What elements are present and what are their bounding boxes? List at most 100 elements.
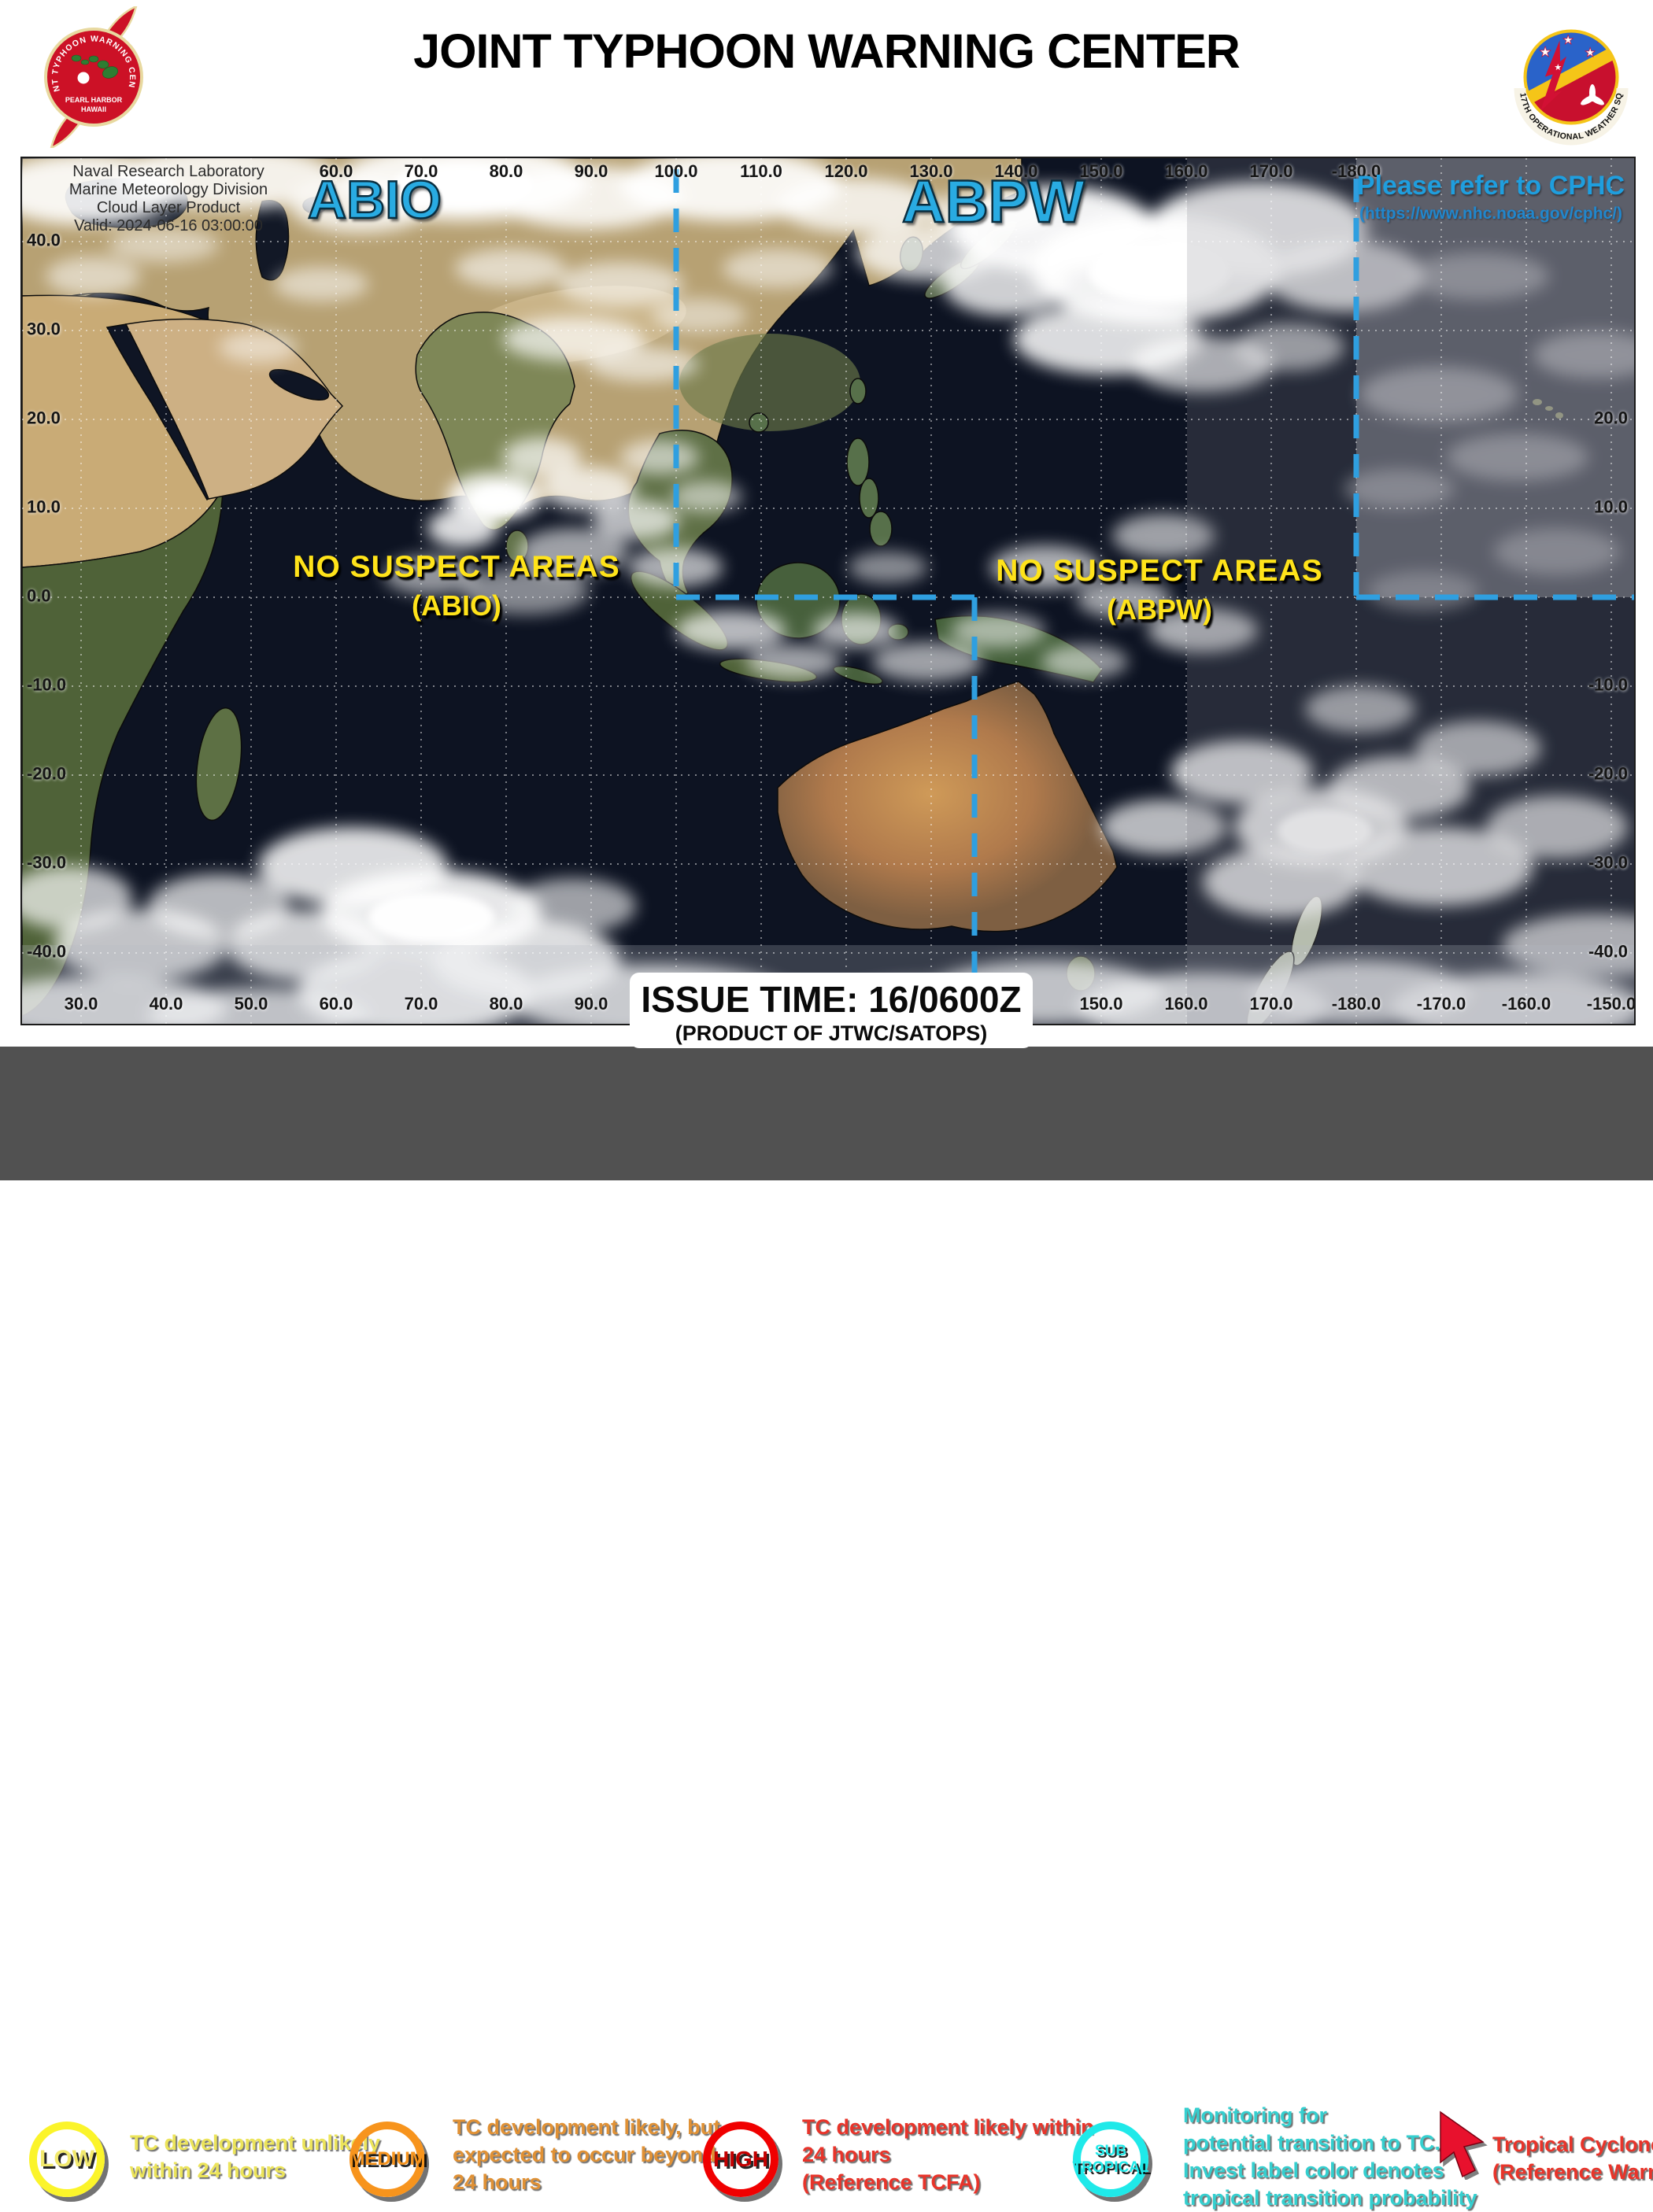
legend-text-line: 24 hours <box>453 2170 542 2194</box>
lon-label-bottom: 50.0 <box>234 994 268 1014</box>
legend-text-line: expected to occur beyond <box>453 2143 716 2166</box>
lon-label-bottom: 150.0 <box>1079 994 1123 1014</box>
lon-label-bottom: 40.0 <box>149 994 183 1014</box>
legend-badge-line: SUB <box>1094 2143 1127 2159</box>
grayscale-east-overlay <box>1187 158 1634 1024</box>
nsa-line: NO SUSPECT AREAS <box>996 554 1323 588</box>
credit-line: Valid: 2024-06-16 03:00:00 <box>74 217 263 234</box>
lon-label-top: 110.0 <box>740 161 782 181</box>
tropical-cyclone-arrow-icon <box>1440 2110 1485 2178</box>
lon-label-top: -180.0 <box>1331 161 1381 181</box>
basin-label-abpw: ABPW <box>901 168 1086 237</box>
cphc-region-overlay <box>1356 158 1634 597</box>
lat-label-left: -20.0 <box>27 763 67 784</box>
lon-label-bottom: -160.0 <box>1501 994 1551 1014</box>
legend-low-label: LOW <box>39 2146 94 2172</box>
svg-text:★: ★ <box>1585 46 1596 60</box>
basin-label-abio: ABIO <box>307 169 443 231</box>
svg-text:★: ★ <box>1562 34 1573 47</box>
jtwc-seal-logo: JOINT TYPHOON WARNING CENTER PEARL HARBO… <box>35 6 143 148</box>
legend-subtropical-text: Monitoring for potential transition to T… <box>1183 2102 1477 2212</box>
legend-text-line: Monitoring for <box>1183 2103 1327 2127</box>
page-title: JOINT TYPHOON WARNING CENTER <box>413 24 1241 78</box>
lat-label-right: -20.0 <box>1588 763 1628 784</box>
legend-text-line: (Reference TCFA) <box>802 2170 981 2194</box>
credit-line: Naval Research Laboratory <box>72 163 264 180</box>
legend-high-circle: HIGH <box>703 2122 778 2197</box>
cphc-note: Please refer to CPHC (https://www.nhc.no… <box>1351 171 1631 223</box>
lat-label-left: 10.0 <box>27 497 61 517</box>
stars-icon: ★ ★ ★ ★ ★ <box>1539 33 1605 74</box>
lat-label-left: -30.0 <box>27 852 67 873</box>
lon-label-top: 140.0 <box>994 161 1038 181</box>
product-credit: Naval Research Laboratory Marine Meteoro… <box>35 163 302 235</box>
lon-label-top: 60.0 <box>319 161 353 181</box>
lon-label-bottom: 80.0 <box>489 994 523 1014</box>
seal-circle <box>44 28 143 127</box>
legend-bar: LOW TC development unlikely within 24 ho… <box>0 1047 1653 2210</box>
lon-label-top: 80.0 <box>489 161 523 181</box>
issue-product: (PRODUCT OF JTWC/SATOPS) <box>675 1021 988 1045</box>
legend-high-label: HIGH <box>713 2147 768 2171</box>
legend-medium-text: TC development likely, but expected to o… <box>453 2114 720 2196</box>
cphc-title: Please refer to CPHC <box>1356 171 1625 201</box>
seal-eye-icon <box>77 72 90 84</box>
issue-time-box: ISSUE TIME: 16/0600Z (PRODUCT OF JTWC/SA… <box>630 973 1033 1048</box>
lon-label-bottom: 70.0 <box>404 994 438 1014</box>
lon-label-top: 160.0 <box>1164 161 1208 181</box>
legend-low-circle: LOW <box>29 2122 105 2197</box>
legend-text-line: Invest label color denotes <box>1183 2158 1444 2182</box>
lat-label-left: -40.0 <box>27 941 67 962</box>
lon-label-top: 70.0 <box>404 161 438 181</box>
legend-text-line: within 24 hours <box>130 2158 287 2182</box>
legend-text-line: potential transition to TC. <box>1183 2131 1440 2155</box>
lon-label-bottom: -170.0 <box>1416 994 1466 1014</box>
legend-subtropical-circle: SUB TROPICAL <box>1072 2122 1149 2197</box>
lat-label-right: -30.0 <box>1588 852 1628 873</box>
legend-subtropical-label: SUB TROPICAL <box>1072 2143 1148 2176</box>
hawaii-islands-icon <box>71 54 118 79</box>
cloud-cores <box>368 162 1372 943</box>
lat-label-right: 20.0 <box>1594 408 1628 428</box>
legend-text-line: 24 hours <box>802 2143 891 2166</box>
credit-line: Marine Meteorology Division <box>68 181 268 198</box>
svg-text:★: ★ <box>1539 44 1551 60</box>
issue-time: ISSUE TIME: 16/0600Z <box>641 979 1022 1020</box>
lat-label-left: -10.0 <box>27 674 67 695</box>
lon-label-top: 130.0 <box>909 161 953 181</box>
legend-text-line: TC development likely within <box>802 2115 1094 2139</box>
svg-text:★: ★ <box>1553 61 1563 73</box>
lon-label-bottom: 60.0 <box>319 994 353 1014</box>
legend-low-text: TC development unlikely within 24 hours <box>130 2129 380 2184</box>
legend-badge-line: TROPICAL <box>1072 2159 1149 2176</box>
seal-pearl-harbor: PEARL HARBOR <box>65 96 123 104</box>
credit-line: Cloud Layer Product <box>96 199 241 216</box>
lat-label-right: 10.0 <box>1594 497 1628 517</box>
lon-label-bottom: 170.0 <box>1249 994 1293 1014</box>
lat-label-left: 30.0 <box>27 319 61 339</box>
lon-label-top: 90.0 <box>574 161 608 181</box>
seal-hawaii: HAWAII <box>81 105 106 113</box>
lat-label-right: -10.0 <box>1588 674 1628 695</box>
legend-text-line: TC development unlikely <box>130 2131 381 2155</box>
nsa-line: (ABIO) <box>412 589 501 622</box>
lat-label-left: 20.0 <box>27 408 61 428</box>
lon-label-top: 100.0 <box>654 161 698 181</box>
lon-label-bottom: 90.0 <box>574 994 608 1014</box>
legend-text-line: (Reference Warning) <box>1492 2160 1653 2184</box>
lon-label-bottom: 30.0 <box>64 994 98 1014</box>
lon-label-top: 170.0 <box>1249 161 1293 181</box>
lat-label-left: 40.0 <box>27 230 61 250</box>
nsa-line: (ABPW) <box>1107 593 1212 626</box>
lat-lon-gridlines <box>22 158 1634 1024</box>
satellite-map: Naval Research Laboratory Marine Meteoro… <box>20 157 1636 1025</box>
lon-label-bottom: 160.0 <box>1164 994 1208 1014</box>
cphc-url-link[interactable]: (https://www.nhc.noaa.gov/cphc/) <box>1359 205 1623 223</box>
aor-boundary-dashes <box>673 169 1634 991</box>
no-suspect-areas-abio: NO SUSPECT AREAS (ABIO) <box>293 550 619 622</box>
lon-label-bottom: -180.0 <box>1331 994 1381 1014</box>
legend-medium-label: MEDIUM <box>349 2148 426 2170</box>
propeller-icon <box>1581 84 1604 105</box>
lon-label-top: 150.0 <box>1079 161 1123 181</box>
lat-label-right: -40.0 <box>1588 941 1628 962</box>
